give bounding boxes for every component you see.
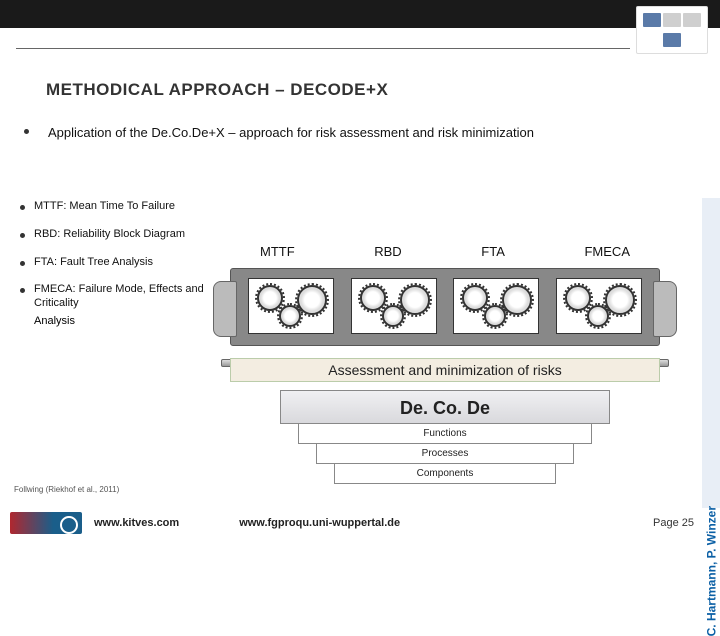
list-item: FTA: Fault Tree Analysis	[20, 256, 215, 270]
bullet-icon	[24, 129, 29, 134]
gearbox	[453, 278, 539, 334]
gearbox	[351, 278, 437, 334]
list-item: RBD: Reliability Block Diagram	[20, 228, 215, 242]
slide-title: METHODICAL APPROACH – DECODE+X	[46, 80, 388, 100]
list-item: MTTF: Mean Time To Failure	[20, 200, 215, 214]
footer-page: Page 25	[653, 517, 694, 529]
method-label: FTA	[481, 244, 505, 259]
gearbox	[556, 278, 642, 334]
side-stripe	[702, 198, 720, 508]
intro-text: Application of the De.Co.De+X – approach…	[48, 125, 690, 140]
list-trailing: Analysis	[34, 315, 215, 327]
assessment-bar: Assessment and minimization of risks	[230, 358, 660, 382]
corner-logo	[636, 6, 708, 54]
method-label: FMECA	[584, 244, 630, 259]
gearbox	[248, 278, 334, 334]
kitves-logo	[10, 512, 82, 534]
footer-url-left: www.kitves.com	[94, 517, 179, 529]
decode-layer: Processes	[316, 444, 574, 464]
decode-diagram: MTTF RBD FTA FMECA Assessment and minimi…	[230, 230, 660, 460]
header-rule	[16, 48, 630, 49]
decode-layer: Components	[334, 464, 556, 484]
method-label: RBD	[374, 244, 401, 259]
gearboxes-row	[248, 278, 642, 334]
header-bar	[0, 0, 720, 28]
footer: www.kitves.com www.fgproqu.uni-wuppertal…	[0, 506, 720, 540]
decode-block: De. Co. De Functions Processes Component…	[280, 390, 610, 484]
definitions-list: MTTF: Mean Time To Failure RBD: Reliabil…	[20, 200, 215, 327]
list-item: FMECA: Failure Mode, Effects and Critica…	[20, 283, 215, 311]
method-labels-row: MTTF RBD FTA FMECA	[260, 244, 630, 259]
footer-url-center: www.fgproqu.uni-wuppertal.de	[239, 517, 400, 529]
decode-layer: Functions	[298, 424, 592, 444]
citation-text: Follwing (Riekhof et al., 2011)	[14, 485, 119, 494]
intro-line: Application of the De.Co.De+X – approach…	[24, 125, 690, 140]
method-label: MTTF	[260, 244, 295, 259]
decode-title: De. Co. De	[280, 390, 610, 424]
